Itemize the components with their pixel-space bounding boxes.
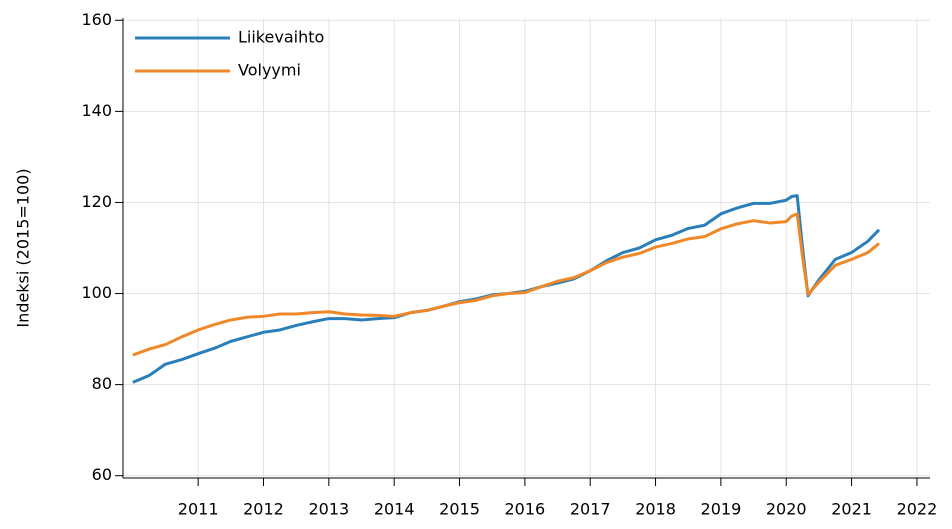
y-tick-label: 100 xyxy=(81,283,112,302)
legend-label: Liikevaihto xyxy=(238,28,324,47)
y-tick-label: 140 xyxy=(81,101,112,120)
x-tick-label: 2015 xyxy=(439,500,480,519)
x-tick-label: 2017 xyxy=(570,500,611,519)
x-tick-label: 2013 xyxy=(308,500,349,519)
y-tick-label: 60 xyxy=(92,465,112,484)
x-tick-label: 2018 xyxy=(635,500,676,519)
x-tick-label: 2020 xyxy=(766,500,807,519)
x-tick-label: 2016 xyxy=(505,500,546,519)
x-tick-label: 2021 xyxy=(831,500,872,519)
x-tick-label: 2011 xyxy=(178,500,219,519)
legend-label: Volyymi xyxy=(238,61,301,80)
y-axis-label: Indeksi (2015=100) xyxy=(14,168,33,327)
y-tick-label: 80 xyxy=(92,374,112,393)
y-tick-label: 120 xyxy=(81,192,112,211)
x-tick-label: 2014 xyxy=(374,500,415,519)
x-tick-label: 2022 xyxy=(897,500,938,519)
data-line xyxy=(132,212,880,357)
x-tick-label: 2012 xyxy=(243,500,284,519)
y-tick-label: 160 xyxy=(81,10,112,29)
x-tick-label: 2019 xyxy=(701,500,742,519)
